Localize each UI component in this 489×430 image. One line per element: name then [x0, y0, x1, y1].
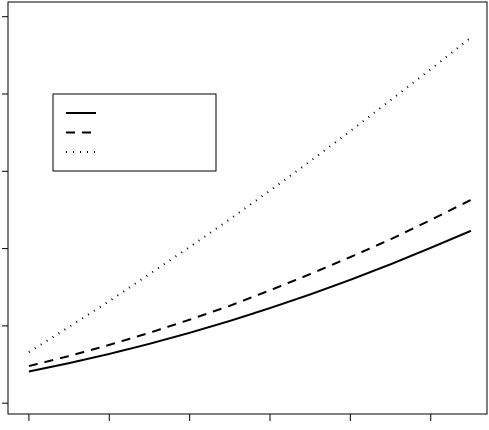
- legend: [52, 93, 217, 172]
- series-line: [28, 229, 472, 373]
- legend-box: [52, 93, 217, 172]
- plot-frame: [7, 1, 488, 415]
- series-line: [28, 36, 472, 354]
- series-line: [28, 198, 472, 368]
